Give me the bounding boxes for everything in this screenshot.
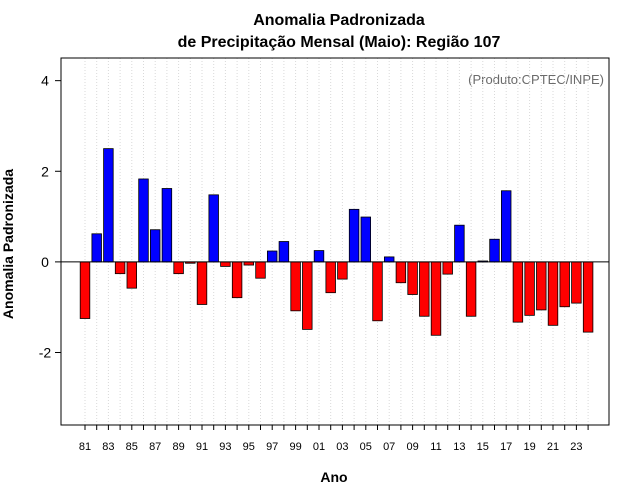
x-tick-label: 01 (313, 441, 325, 453)
bar-93 (220, 261, 231, 267)
x-tick-label: 83 (102, 441, 114, 453)
bar-04 (348, 208, 360, 263)
x-tick-label: 11 (430, 441, 441, 453)
bar-94 (231, 261, 243, 299)
bar-97 (266, 250, 278, 263)
bar-05 (360, 216, 372, 263)
y-axis: -2 0 2 4 (39, 73, 61, 361)
bar-83 (103, 148, 114, 263)
bar-19 (524, 261, 535, 316)
x-tick-label: 85 (126, 441, 138, 453)
bar-08 (395, 261, 407, 284)
bar-12 (442, 261, 453, 275)
x-tick-label: 97 (266, 441, 278, 453)
bar-21 (547, 261, 559, 326)
chart-subtitle: de Precipitação Mensal (Maio): Região 10… (178, 34, 501, 51)
bar-99 (290, 261, 301, 312)
y-tick-label: 2 (41, 163, 49, 179)
y-tick-label: 4 (41, 73, 49, 89)
bar-06 (372, 261, 383, 322)
bar-88 (161, 188, 173, 263)
x-tick-label: 15 (477, 441, 489, 453)
x-tick-label: 05 (360, 441, 372, 453)
bar-16 (489, 238, 500, 263)
bar-18 (512, 261, 524, 323)
grid-lines (84, 58, 589, 425)
y-tick-label: -2 (39, 345, 52, 361)
bar-01 (313, 250, 325, 263)
x-tick-label: 95 (243, 441, 255, 453)
x-tick-label: 13 (453, 441, 465, 453)
bar-86 (138, 178, 149, 263)
bar-14 (465, 261, 477, 317)
bar-09 (407, 261, 418, 295)
bars (79, 148, 594, 336)
y-axis-label: Anomalia Padronizada (0, 169, 16, 319)
chart-title: Anomalia Padronizada (253, 12, 425, 29)
plot-frame (60, 57, 610, 426)
y-tick-label: 0 (41, 254, 49, 270)
bar-98 (278, 241, 290, 263)
x-tick-label: 03 (336, 441, 348, 453)
x-tick-label: 23 (570, 441, 582, 453)
bar-03 (337, 261, 348, 280)
bar-81 (79, 261, 91, 319)
bar-22 (559, 261, 570, 308)
bar-91 (196, 261, 208, 305)
bar-85 (126, 261, 138, 289)
bar-96 (255, 261, 266, 279)
x-tick-label: 09 (406, 441, 418, 453)
bar-84 (114, 261, 126, 275)
x-tick-label: 91 (196, 441, 208, 453)
bar-13 (454, 224, 465, 263)
bar-87 (149, 229, 161, 263)
x-tick-label: 87 (149, 441, 161, 453)
x-axis: 81 83 85 87 89 91 93 95 97 99 01 03 05 07 09 11 13 15 17 19… (79, 425, 589, 453)
x-tick-label: 07 (383, 441, 395, 453)
x-tick-label: 17 (500, 441, 512, 453)
bar-89 (173, 261, 184, 275)
x-tick-label: 21 (547, 441, 559, 453)
x-tick-label: 93 (219, 441, 231, 453)
bar-02 (325, 261, 336, 294)
bar-10 (419, 261, 430, 317)
x-tick-label: 81 (79, 441, 91, 453)
bar-20 (536, 261, 547, 311)
bar-92 (208, 194, 219, 263)
bar-11 (430, 261, 442, 336)
bar-23 (571, 261, 582, 304)
x-tick-label: 89 (172, 441, 184, 453)
bar-07 (383, 256, 395, 263)
bar-82 (91, 233, 102, 263)
x-axis-label: Ano (320, 469, 347, 485)
bar-17 (500, 190, 512, 263)
x-tick-label: 99 (289, 441, 301, 453)
bar-24 (582, 261, 594, 333)
credit-label: (Produto:CPTEC/INPE) (468, 72, 604, 87)
x-tick-label: 19 (523, 441, 535, 453)
bar-00 (302, 261, 313, 330)
